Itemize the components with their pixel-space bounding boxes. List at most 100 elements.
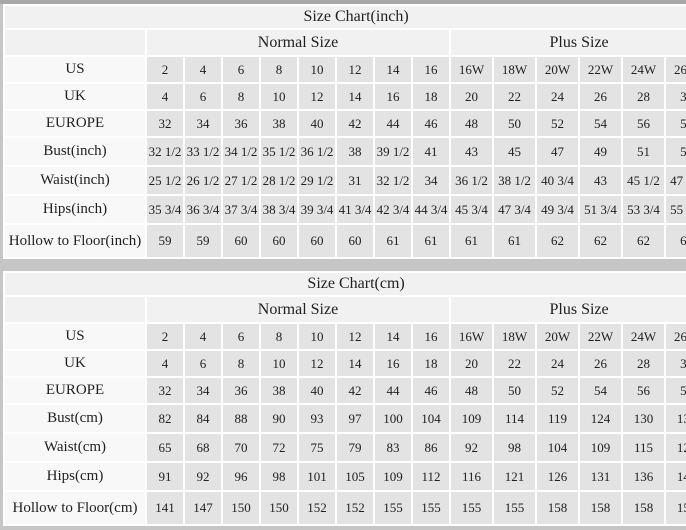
size-value-cell: 52 [537,111,578,136]
size-value-cell: 124 [580,405,621,432]
size-value-cell: 8 [223,84,259,109]
size-value-cell: 28 1/2 [261,167,297,194]
size-value-cell: 141 [666,463,686,490]
size-value-cell: 152 [337,492,373,524]
section-header: Plus Size [451,297,686,322]
size-value-cell: 51 [623,138,664,165]
size-chart-table-cm: Size Chart(cm) Normal Size Plus Size US 2 4 6 8… [3,271,686,526]
size-value-cell: 38 [337,138,373,165]
size-value-cell: 55 1/2 [666,196,686,223]
size-value-cell: 32 [147,378,183,403]
size-value-cell: 48 [451,111,492,136]
size-value-cell: 47 [537,138,578,165]
size-value-cell: 24W [623,324,664,349]
size-value-cell: 43 [580,167,621,194]
size-value-cell: 47 3/4 [494,196,535,223]
size-value-cell: 4 [185,324,221,349]
size-value-cell: 6 [223,57,259,82]
size-value-cell: 40 3/4 [537,167,578,194]
size-value-cell: 155 [375,492,411,524]
size-value-cell: 32 [147,111,183,136]
size-value-cell: 53 3/4 [623,196,664,223]
size-value-cell: 45 [494,138,535,165]
size-value-cell: 16W [451,57,492,82]
size-value-cell: 10 [261,84,297,109]
size-value-cell: 56 [623,378,664,403]
size-value-cell: 41 [413,138,449,165]
size-value-cell: 52 [537,378,578,403]
size-value-cell: 18 [413,351,449,376]
size-value-cell: 24W [623,57,664,82]
size-value-cell: 47 1/2 [666,167,686,194]
size-value-cell: 35 3/4 [147,196,183,223]
size-value-cell: 22 [494,84,535,109]
size-value-cell: 36 3/4 [185,196,221,223]
size-value-cell: 136 [623,463,664,490]
size-value-cell: 155 [413,492,449,524]
size-value-cell: 155 [494,492,535,524]
row-label: Hips(inch) [5,196,145,223]
size-value-cell: 51 3/4 [580,196,621,223]
section-header: Normal Size [147,30,449,55]
size-value-cell: 8 [223,351,259,376]
size-value-cell: 4 [147,351,183,376]
size-value-cell: 150 [261,492,297,524]
size-value-cell: 158 [580,492,621,524]
size-value-cell: 126 [537,463,578,490]
size-value-cell: 158 [623,492,664,524]
size-value-cell: 34 [185,111,221,136]
size-value-cell: 24 [537,84,578,109]
size-value-cell: 2 [147,324,183,349]
size-value-cell: 100 [375,405,411,432]
size-value-cell: 36 [223,111,259,136]
size-value-cell: 59 [185,225,221,257]
size-value-cell: 18 [413,84,449,109]
size-value-cell: 42 [337,378,373,403]
size-value-cell: 49 [580,138,621,165]
size-chart-table-inch: Size Chart(inch) Normal Size Plus Size US 2 4… [3,4,686,259]
size-value-cell: 27 1/2 [223,167,259,194]
size-value-cell: 60 [223,225,259,257]
size-value-cell: 150 [223,492,259,524]
size-value-cell: 6 [185,351,221,376]
size-value-cell: 28 [623,351,664,376]
size-value-cell: 104 [537,434,578,461]
size-value-cell: 45 1/2 [623,167,664,194]
size-value-cell: 26 [580,84,621,109]
size-value-cell: 44 [375,111,411,136]
size-value-cell: 38 3/4 [261,196,297,223]
size-value-cell: 32 1/2 [375,167,411,194]
size-value-cell: 26 [580,351,621,376]
size-value-cell: 44 [375,378,411,403]
size-value-cell: 155 [451,492,492,524]
size-value-cell: 49 3/4 [537,196,578,223]
size-value-cell: 37 3/4 [223,196,259,223]
size-value-cell: 4 [147,84,183,109]
size-value-cell: 48 [451,378,492,403]
size-value-cell: 24 [537,351,578,376]
size-value-cell: 62 [623,225,664,257]
row-label: Hollow to Floor(cm) [5,492,145,524]
size-value-cell: 46 [413,111,449,136]
size-value-cell: 65 [147,434,183,461]
size-value-cell: 29 1/2 [299,167,335,194]
size-value-cell: 141 [147,492,183,524]
size-value-cell: 50 [494,378,535,403]
size-value-cell: 12 [337,324,373,349]
size-value-cell: 6 [223,324,259,349]
size-value-cell: 109 [580,434,621,461]
size-value-cell: 158 [537,492,578,524]
size-value-cell: 60 [261,225,297,257]
size-value-cell: 30 [666,351,686,376]
size-value-cell: 56 [623,111,664,136]
size-value-cell: 62 [580,225,621,257]
size-value-cell: 115 [623,434,664,461]
size-value-cell: 8 [261,324,297,349]
row-label: UK [5,351,145,376]
size-value-cell: 61 [494,225,535,257]
row-label: US [5,324,145,349]
size-value-cell: 28 [623,84,664,109]
size-value-cell: 16 [413,324,449,349]
size-value-cell: 62 [537,225,578,257]
size-value-cell: 135 [666,405,686,432]
